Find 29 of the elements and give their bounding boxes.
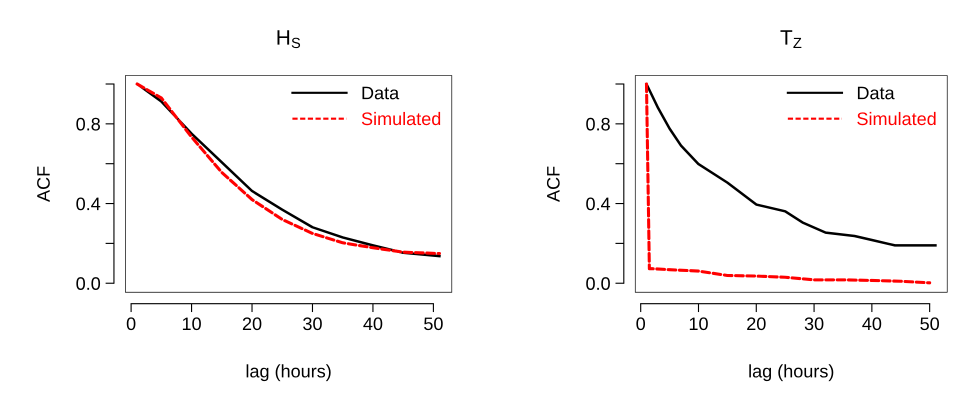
y-axis-title: ACF: [546, 166, 560, 202]
x-tick-label: 0: [636, 317, 646, 330]
x-tick-label: 40: [862, 317, 882, 330]
chart-title: T$_{Z}$: [780, 30, 802, 48]
x-tick-label: 20: [747, 317, 766, 330]
x-axis-title: lag (hours): [246, 364, 331, 382]
x-tick-label: 30: [804, 317, 824, 330]
y-tick-label: 0.0: [586, 277, 610, 290]
legend-label: Simulated: [857, 112, 936, 126]
legend-label: Simulated: [362, 112, 440, 126]
x-tick-label: 0: [126, 317, 136, 330]
x-tick-label: 50: [920, 317, 939, 330]
chart-title: H$_{S}$: [277, 30, 300, 48]
y-tick-label: 0.0: [76, 277, 100, 290]
legend-label: Data: [858, 86, 895, 100]
x-tick-label: 10: [690, 317, 708, 330]
x-tick-label: 50: [424, 317, 443, 330]
x-tick-label: 40: [363, 317, 382, 330]
x-tick-label: 10: [182, 317, 201, 330]
legend-label: Data: [362, 86, 400, 100]
y-tick-label: 0.4: [76, 197, 100, 210]
y-tick-label: 0.8: [76, 118, 100, 131]
y-tick-label: 0.4: [586, 197, 610, 210]
line-series: [645, 82, 937, 247]
x-tick-label: 30: [303, 317, 322, 330]
y-axis-title: ACF: [37, 166, 50, 202]
x-axis-title: lag (hours): [749, 364, 834, 382]
y-tick-label: 0.8: [586, 118, 610, 131]
x-tick-label: 20: [242, 317, 262, 330]
